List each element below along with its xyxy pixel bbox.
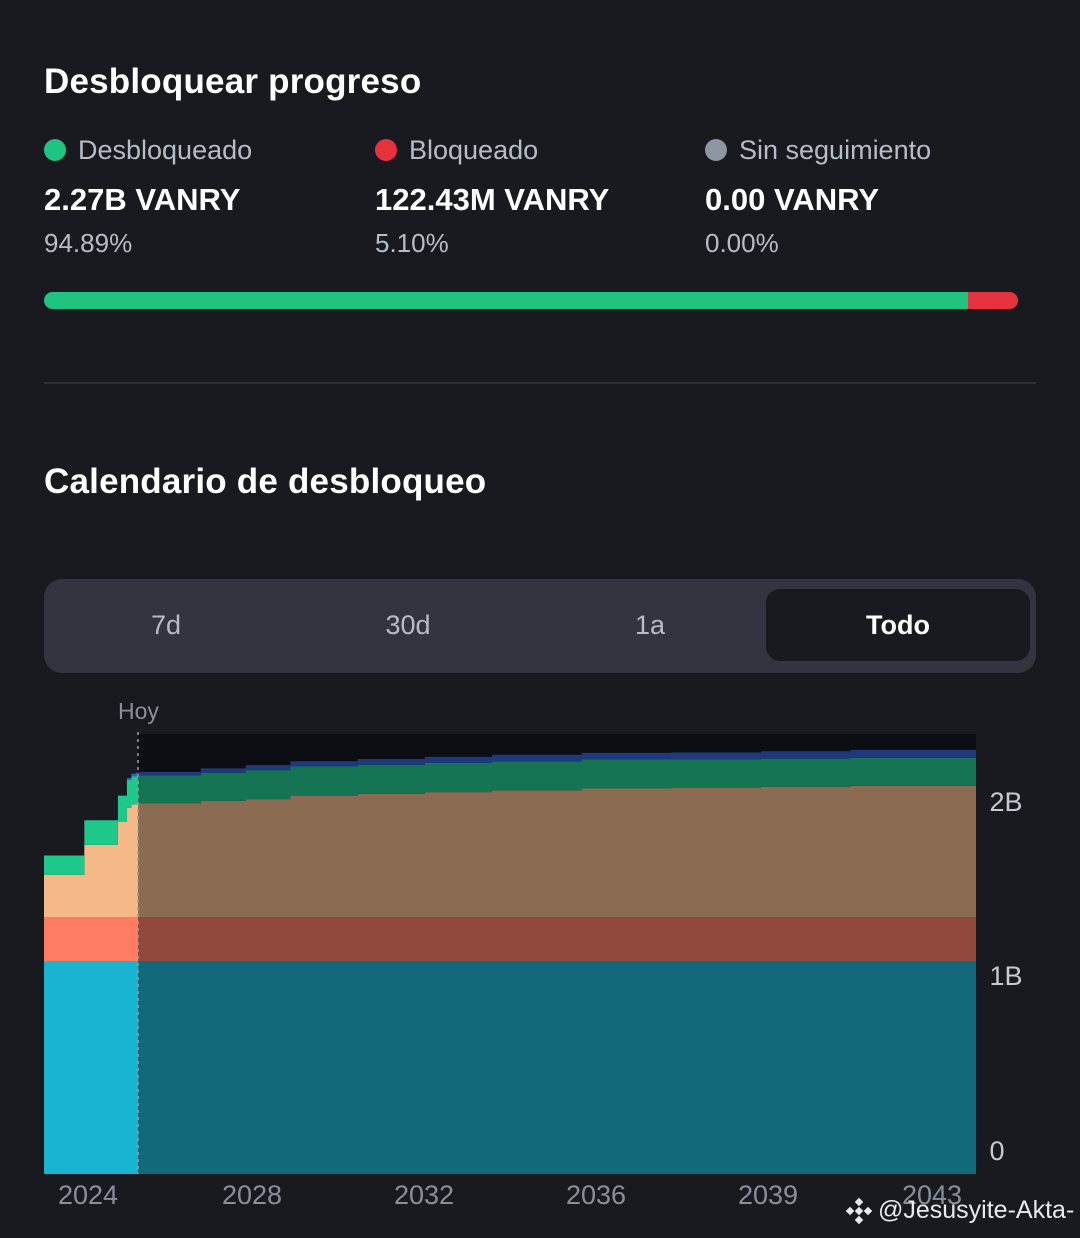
x-tick-2043: 2043 — [902, 1180, 962, 1210]
untracked-amount: 0.00 VANRY — [705, 182, 880, 217]
y-tick-2b: 2B — [989, 787, 1022, 817]
y-tick-1b: 1B — [989, 961, 1022, 991]
locked-label: Bloqueado — [409, 134, 539, 165]
tab-todo[interactable]: Todo — [766, 589, 1030, 661]
watermark-text: @Jesusyite-Akta- — [878, 1196, 1075, 1224]
progress-unlocked-segment — [44, 292, 969, 309]
x-tick-2024: 2024 — [58, 1180, 118, 1210]
locked-percent: 5.10% — [375, 228, 449, 258]
unlocked-label: Desbloqueado — [78, 134, 253, 165]
unlock-progress-bar — [44, 292, 1018, 309]
x-tick-2032: 2032 — [394, 1180, 454, 1210]
locked-amount: 122.43M VANRY — [375, 182, 610, 217]
tab-7d[interactable]: 7d — [150, 610, 182, 640]
area-reserva — [44, 917, 976, 962]
tab-1a[interactable]: 1a — [634, 610, 666, 640]
y-tick-0: 0 — [989, 1136, 1004, 1166]
section-divider — [44, 382, 1036, 384]
tab-30d[interactable]: 30d — [385, 610, 431, 640]
untracked-percent: 0.00% — [705, 228, 779, 258]
untracked-label: Sin seguimiento — [739, 134, 932, 165]
area-base — [44, 961, 976, 1174]
unlock-schedule-chart: Hoy 0 1B 2B 2024 2028 2032 2036 2039 204… — [44, 698, 1023, 1210]
y-axis: 0 1B 2B — [989, 787, 1022, 1166]
legend-untracked: Sin seguimiento 0.00 VANRY 0.00% — [705, 132, 1025, 259]
untracked-dot-icon — [705, 139, 727, 161]
binance-logo-icon — [846, 1197, 872, 1224]
unlocked-dot-icon — [44, 139, 66, 161]
unlocked-amount: 2.27B VANRY — [44, 182, 241, 217]
x-tick-2039: 2039 — [738, 1180, 798, 1210]
time-range-tabs: 7d 30d 1a Todo — [44, 579, 1036, 673]
area-equipo — [44, 756, 976, 875]
future-dim-overlay — [138, 734, 976, 1174]
progress-locked-segment — [968, 292, 1018, 309]
locked-dot-icon — [375, 139, 397, 161]
series-areas — [44, 748, 976, 1174]
legend-unlocked: Desbloqueado 2.27B VANRY 94.89% — [44, 132, 364, 259]
area-ecosistema — [44, 785, 976, 918]
legend-locked: Bloqueado 122.43M VANRY 5.10% — [375, 132, 695, 259]
x-axis: 2024 2028 2032 2036 2039 2043 — [58, 1180, 962, 1210]
x-tick-2036: 2036 — [566, 1180, 626, 1210]
today-label: Hoy — [118, 698, 159, 724]
x-tick-2028: 2028 — [222, 1180, 282, 1210]
unlocked-percent: 94.89% — [44, 228, 133, 258]
watermark: @Jesusyite-Akta- — [846, 1196, 1074, 1225]
unlock-progress-title: Desbloquear progreso — [44, 62, 422, 101]
unlock-calendar-title: Calendario de desbloqueo — [44, 462, 487, 501]
